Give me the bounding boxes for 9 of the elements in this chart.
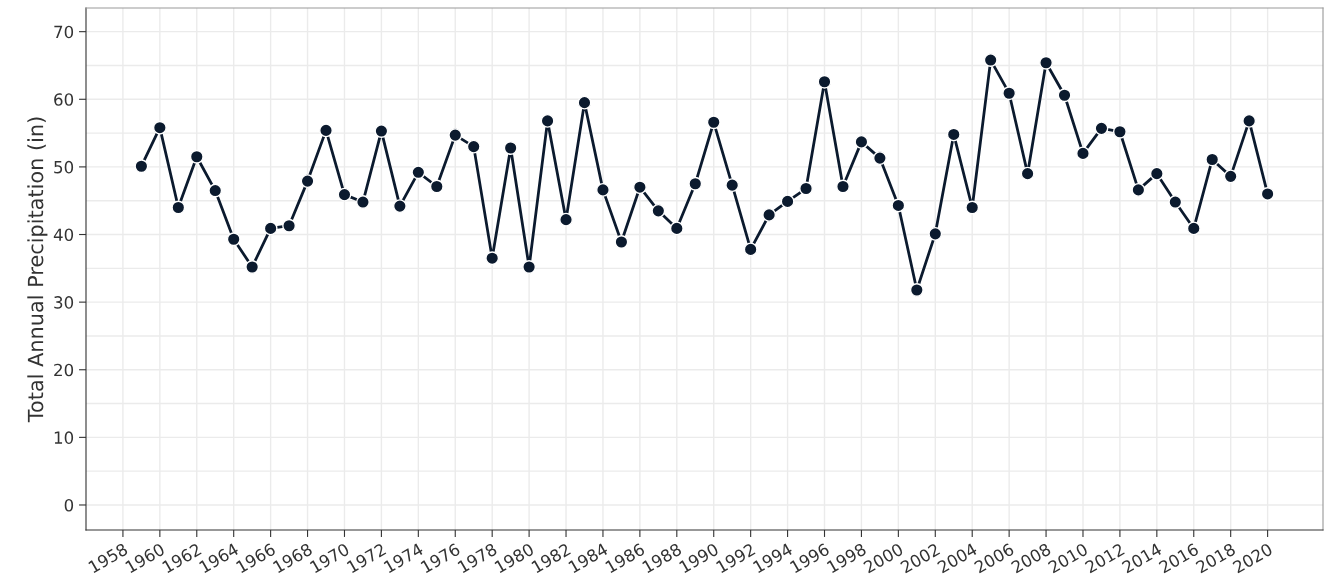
y-tick-label: 40 (53, 228, 74, 242)
y-tick-label: 60 (54, 93, 74, 106)
y-tick-label: 20 (54, 363, 74, 377)
y-tick-label: 50 (54, 160, 74, 174)
y-tick-label: 10 (54, 431, 74, 444)
y-tick-label: 30 (54, 296, 74, 309)
y-axis-title: Total Annual Precipitation (in) (27, 117, 48, 423)
y-tick-label: 0 (64, 498, 74, 512)
y-tick-label: 70 (54, 25, 74, 39)
